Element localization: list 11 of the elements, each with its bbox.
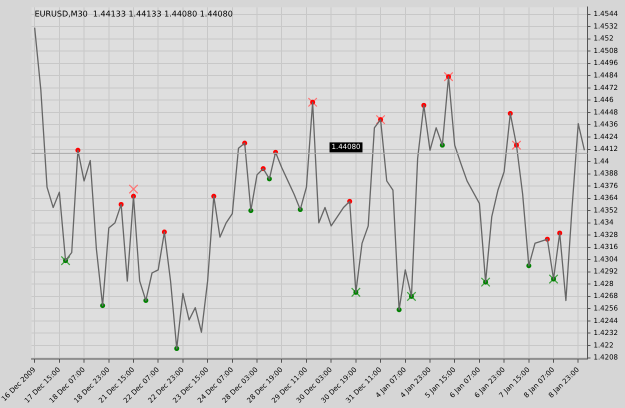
point	[548, 274, 558, 284]
point	[444, 72, 454, 82]
point	[480, 277, 490, 287]
point	[60, 256, 70, 266]
point	[376, 114, 386, 124]
point	[512, 140, 522, 150]
point	[308, 97, 318, 108]
chart-title: EURUSD,M30 1.44133 1.44133 1.44080 1.44080	[34, 9, 233, 18]
point	[406, 292, 416, 302]
point	[351, 288, 361, 298]
point	[128, 184, 138, 194]
